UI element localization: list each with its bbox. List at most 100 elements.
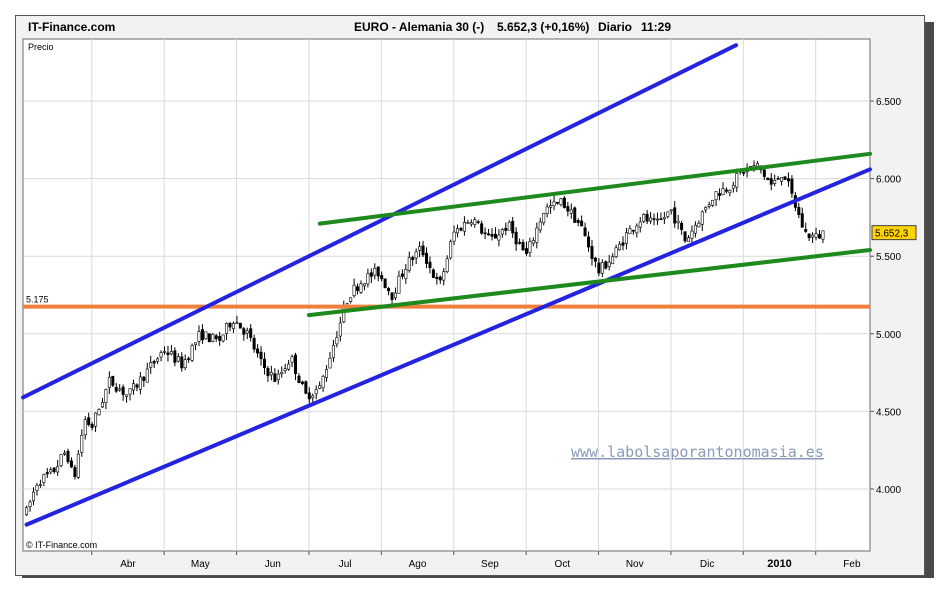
candle-body — [587, 236, 591, 248]
x-tick-label: Feb — [843, 559, 861, 570]
candle-body — [90, 423, 94, 428]
candle-body — [662, 217, 666, 220]
candle-body — [766, 177, 770, 181]
candle-body — [411, 257, 415, 260]
candle-body — [659, 218, 663, 221]
candle-body — [145, 368, 149, 383]
candle-body — [711, 199, 715, 206]
candle-body — [28, 501, 32, 507]
candle-body — [469, 222, 473, 225]
candle-body — [531, 240, 535, 244]
x-tick-label: Jun — [265, 559, 281, 570]
candle-body — [786, 178, 790, 182]
candle-body — [438, 276, 442, 281]
candle-body — [421, 245, 425, 256]
candle-body — [735, 173, 739, 188]
candle-body — [373, 267, 377, 276]
x-tick-label: 2010 — [767, 558, 791, 570]
candle-body — [118, 388, 122, 391]
candle-body — [593, 257, 597, 262]
candle-body — [297, 375, 301, 384]
candle-body — [87, 417, 91, 425]
candle-body — [497, 234, 501, 241]
candle-body — [549, 205, 553, 208]
candle-body — [163, 351, 167, 353]
trendline — [21, 43, 739, 400]
candle-body — [445, 258, 449, 272]
candle-body — [683, 231, 687, 242]
candle-body — [76, 453, 80, 478]
candle-body — [114, 386, 118, 392]
candle-body — [376, 266, 380, 277]
candle-body — [693, 224, 697, 234]
candle-body — [649, 217, 653, 222]
instrument-title: EURO - Alemania 30 (-) — [354, 20, 485, 34]
candle-body — [821, 230, 825, 240]
candle-body — [476, 221, 480, 223]
candle-body — [400, 273, 404, 277]
candle-body — [66, 450, 70, 462]
candle-body — [228, 323, 232, 328]
candle-body — [42, 474, 46, 483]
candle-body — [814, 233, 818, 238]
x-tick-label: Sep — [481, 559, 499, 570]
copyright: © IT-Finance.com — [26, 540, 97, 550]
candle-body — [52, 467, 56, 472]
trendlines: 5.175 — [21, 43, 872, 527]
candle-body — [487, 233, 491, 236]
candle-body — [342, 306, 346, 323]
candle-body — [356, 286, 360, 291]
candle-body — [676, 220, 680, 224]
candle-body — [349, 297, 353, 302]
candle-body — [418, 246, 422, 251]
y-tick-label: 5.000 — [876, 330, 901, 341]
candle-body — [276, 373, 280, 380]
candle-body — [666, 211, 670, 217]
last-quote: 5.652,3 (+0,16%) — [497, 20, 590, 34]
candle-body — [259, 351, 263, 360]
candle-body — [321, 376, 325, 389]
candle-body — [25, 507, 29, 515]
candle-body — [380, 275, 384, 280]
candle-body — [290, 356, 294, 363]
candle-body — [514, 231, 518, 245]
candle-body — [194, 342, 198, 346]
candle-body — [38, 484, 42, 486]
candle-body — [807, 233, 811, 239]
candle-body — [773, 180, 777, 184]
candle-body — [359, 283, 363, 293]
candle-body — [142, 376, 146, 381]
candle-body — [569, 209, 573, 214]
candle-body — [645, 213, 649, 222]
x-tick-label: Dic — [700, 559, 714, 570]
candle-body — [287, 363, 291, 370]
candle-body — [262, 358, 266, 369]
candle-body — [63, 452, 67, 455]
candle-body — [552, 201, 556, 207]
candle-body — [545, 206, 549, 214]
candle-body — [207, 333, 211, 343]
axes: 4.000 4.500 5.000 5.500 6.000 6.500 Abr May Jun J… — [91, 97, 917, 570]
watermark[interactable]: www.labolsaporantonomasia.es — [571, 443, 824, 461]
candle-body — [638, 221, 642, 228]
x-tick-label: Jul — [339, 559, 352, 570]
candle-body — [149, 362, 153, 368]
candle-body — [269, 372, 273, 376]
candle-body — [431, 269, 435, 278]
candle-body — [566, 206, 570, 212]
x-tick-label: Oct — [555, 559, 571, 570]
candle-body — [590, 246, 594, 259]
candle-body — [483, 232, 487, 235]
candle-body — [362, 283, 366, 287]
candle-body — [628, 228, 632, 235]
candle-body — [631, 229, 635, 232]
candle-body — [721, 188, 725, 196]
candle-body — [280, 372, 284, 375]
candle-body — [783, 176, 787, 180]
y-tick-label: 4.500 — [876, 407, 901, 418]
candle-body — [307, 392, 311, 400]
candle-body — [245, 330, 249, 334]
candle-body — [104, 389, 108, 403]
candle-body — [524, 248, 528, 254]
